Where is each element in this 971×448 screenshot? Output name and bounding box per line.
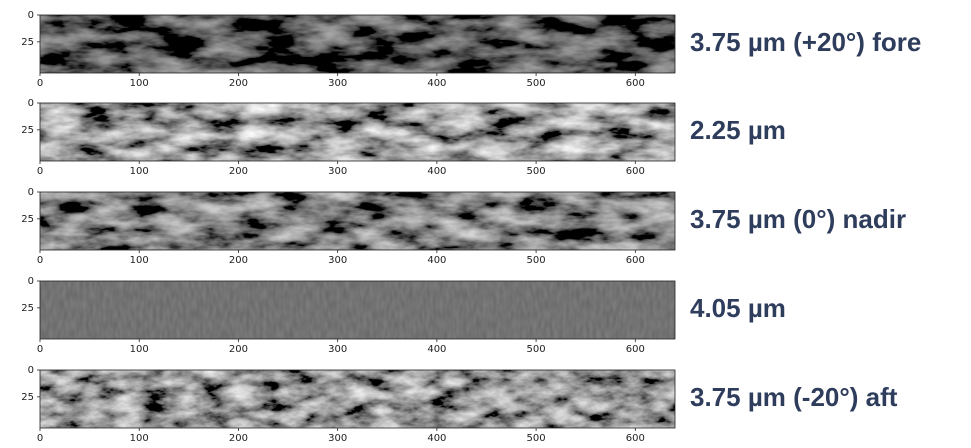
x-tick-label: 300: [328, 255, 347, 266]
x-tick-label: 500: [527, 78, 546, 89]
x-tick-label: 400: [427, 166, 446, 177]
y-tick-label: 25: [21, 303, 34, 314]
y-tick-label: 25: [21, 392, 34, 403]
x-tick-label: 0: [37, 344, 43, 355]
y-tick-label: 0: [28, 365, 34, 376]
x-tick-label: 300: [328, 433, 347, 444]
x-tick-label: 100: [130, 166, 149, 177]
x-tick-label: 600: [626, 344, 645, 355]
x-tick-label: 600: [626, 433, 645, 444]
x-tick-label: 0: [37, 255, 43, 266]
x-tick-label: 600: [626, 166, 645, 177]
x-tick-label: 300: [328, 344, 347, 355]
y-tick-label: 0: [28, 187, 34, 198]
band-label: 2.25 µm: [690, 115, 786, 145]
x-tick-label: 100: [130, 255, 149, 266]
image-texture: [40, 103, 675, 161]
x-tick-label: 500: [527, 433, 546, 444]
x-tick-label: 200: [229, 344, 248, 355]
band-label: 3.75 µm (0°) nadir: [690, 204, 906, 234]
x-tick-label: 300: [328, 166, 347, 177]
x-tick-label: 200: [229, 255, 248, 266]
x-tick-label: 0: [37, 166, 43, 177]
y-tick-label: 25: [21, 214, 34, 225]
y-tick-label: 25: [21, 37, 34, 48]
x-tick-label: 0: [37, 78, 43, 89]
image-texture: [40, 192, 675, 250]
x-tick-label: 500: [527, 255, 546, 266]
x-tick-label: 100: [130, 78, 149, 89]
image-texture: [40, 15, 675, 73]
y-tick-label: 0: [28, 276, 34, 287]
x-tick-label: 400: [427, 78, 446, 89]
x-tick-label: 600: [626, 78, 645, 89]
x-tick-label: 300: [328, 78, 347, 89]
image-texture: [40, 281, 675, 339]
y-tick-label: 0: [28, 10, 34, 21]
x-tick-label: 600: [626, 255, 645, 266]
x-tick-label: 500: [527, 344, 546, 355]
x-tick-label: 400: [427, 344, 446, 355]
x-tick-label: 0: [37, 433, 43, 444]
image-texture: [40, 370, 675, 428]
x-tick-label: 100: [130, 344, 149, 355]
band-label: 4.05 µm: [690, 293, 786, 323]
band-label: 3.75 µm (-20°) aft: [690, 382, 898, 412]
y-tick-label: 0: [28, 98, 34, 109]
x-tick-label: 400: [427, 255, 446, 266]
x-tick-label: 100: [130, 433, 149, 444]
figure: 0 100 200 300 400 500 600 0 25 3.75 µm (+20°) for…: [0, 0, 971, 448]
x-tick-label: 200: [229, 166, 248, 177]
x-tick-label: 200: [229, 78, 248, 89]
y-tick-label: 25: [21, 125, 34, 136]
x-tick-label: 500: [527, 166, 546, 177]
band-label: 3.75 µm (+20°) fore: [690, 27, 921, 57]
x-tick-label: 200: [229, 433, 248, 444]
x-tick-label: 400: [427, 433, 446, 444]
